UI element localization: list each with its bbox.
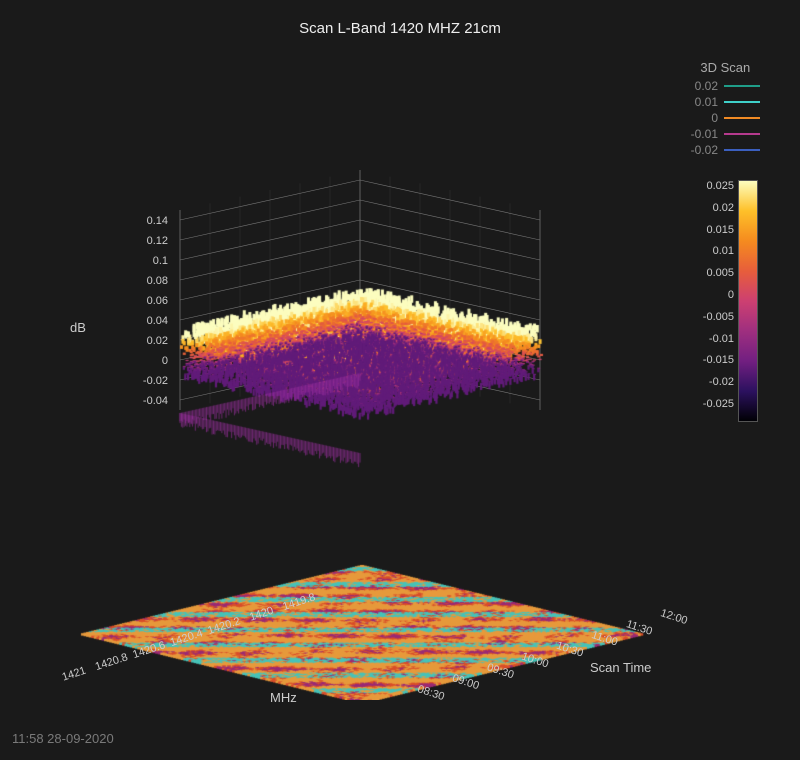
z-tick: 0.1: [153, 255, 168, 267]
legend-row: 0: [691, 110, 760, 126]
y-tick: 12:00: [659, 607, 689, 627]
colorbar-tick: 0.02: [703, 198, 734, 220]
legend-label: 0.01: [695, 95, 718, 109]
colorbar-tick: 0.015: [703, 220, 734, 242]
x-tick: 1420: [248, 605, 275, 624]
legend-label: 0: [711, 111, 718, 125]
z-tick: 0: [162, 355, 168, 367]
y-tick: 11:00: [590, 629, 619, 649]
colorbar-tick: -0.02: [703, 372, 734, 394]
legend: 3D Scan 0.02 0.01 0-0.01-0.02: [691, 60, 760, 158]
colorbar-tick: 0: [703, 285, 734, 307]
x-tick: 1420.8: [94, 651, 130, 673]
y-axis-label: Scan Time: [590, 660, 651, 675]
z-tick: -0.02: [143, 375, 168, 387]
colorbar-tick: -0.005: [703, 307, 734, 329]
legend-swatch: [724, 85, 760, 87]
z-axis-label: dB: [70, 320, 86, 335]
z-tick: 0.06: [147, 295, 168, 307]
colorbar-tick: -0.025: [703, 394, 734, 416]
legend-title: 3D Scan: [691, 60, 760, 75]
colorbar-tick: -0.015: [703, 350, 734, 372]
timestamp: 11:58 28-09-2020: [12, 731, 114, 746]
x-tick: 1420.4: [169, 627, 205, 649]
legend-swatch: [724, 149, 760, 151]
legend-swatch: [724, 101, 760, 103]
z-tick: 0.14: [147, 215, 168, 227]
legend-row: 0.01: [691, 94, 760, 110]
x-axis-label: MHz: [270, 690, 297, 705]
chart-title: Scan L-Band 1420 MHZ 21cm: [0, 20, 800, 37]
z-tick: 0.04: [147, 315, 168, 327]
y-tick: 10:00: [520, 651, 550, 671]
x-tick: 1421: [61, 665, 88, 684]
y-tick: 09:00: [451, 672, 481, 692]
z-tick: 0.08: [147, 275, 168, 287]
colorbar-ticks: 0.0250.020.0150.010.0050-0.005-0.01-0.01…: [703, 176, 734, 416]
x-tick: 1420.2: [206, 615, 242, 637]
z-tick: -0.04: [143, 395, 168, 407]
y-tick: 11:30: [625, 618, 654, 638]
x-tick: 1420.6: [131, 639, 167, 661]
legend-row: -0.02: [691, 142, 760, 158]
y-tick: 08:30: [416, 683, 446, 700]
legend-swatch: [724, 133, 760, 135]
y-tick: 10:30: [555, 640, 585, 660]
colorbar-tick: 0.025: [703, 176, 734, 198]
plot-canvas: Scan L-Band 1420 MHZ 21cm 3D Scan 0.020.…: [0, 0, 800, 760]
colorbar-tick: 0.005: [703, 263, 734, 285]
y-tick: 09:30: [485, 661, 515, 681]
legend-label: 0.02: [695, 79, 718, 93]
z-tick: 0.02: [147, 335, 168, 347]
colorbar-tick: -0.01: [703, 329, 734, 351]
x-tick: 1419.8: [281, 591, 317, 613]
axis-ticks: -0.04 -0.02 0 0.02 0.04 0.06 0.08 0.1 0.12 0.14 14…: [60, 120, 700, 700]
scene-3d: -0.04 -0.02 0 0.02 0.04 0.06 0.08 0.1 0.12 0.14 14…: [60, 120, 700, 680]
legend-swatch: [724, 117, 760, 119]
legend-row: 0.02: [691, 78, 760, 94]
z-tick: 0.12: [147, 235, 168, 247]
legend-row: -0.01: [691, 126, 760, 142]
colorbar: [738, 180, 758, 422]
colorbar-tick: 0.01: [703, 241, 734, 263]
